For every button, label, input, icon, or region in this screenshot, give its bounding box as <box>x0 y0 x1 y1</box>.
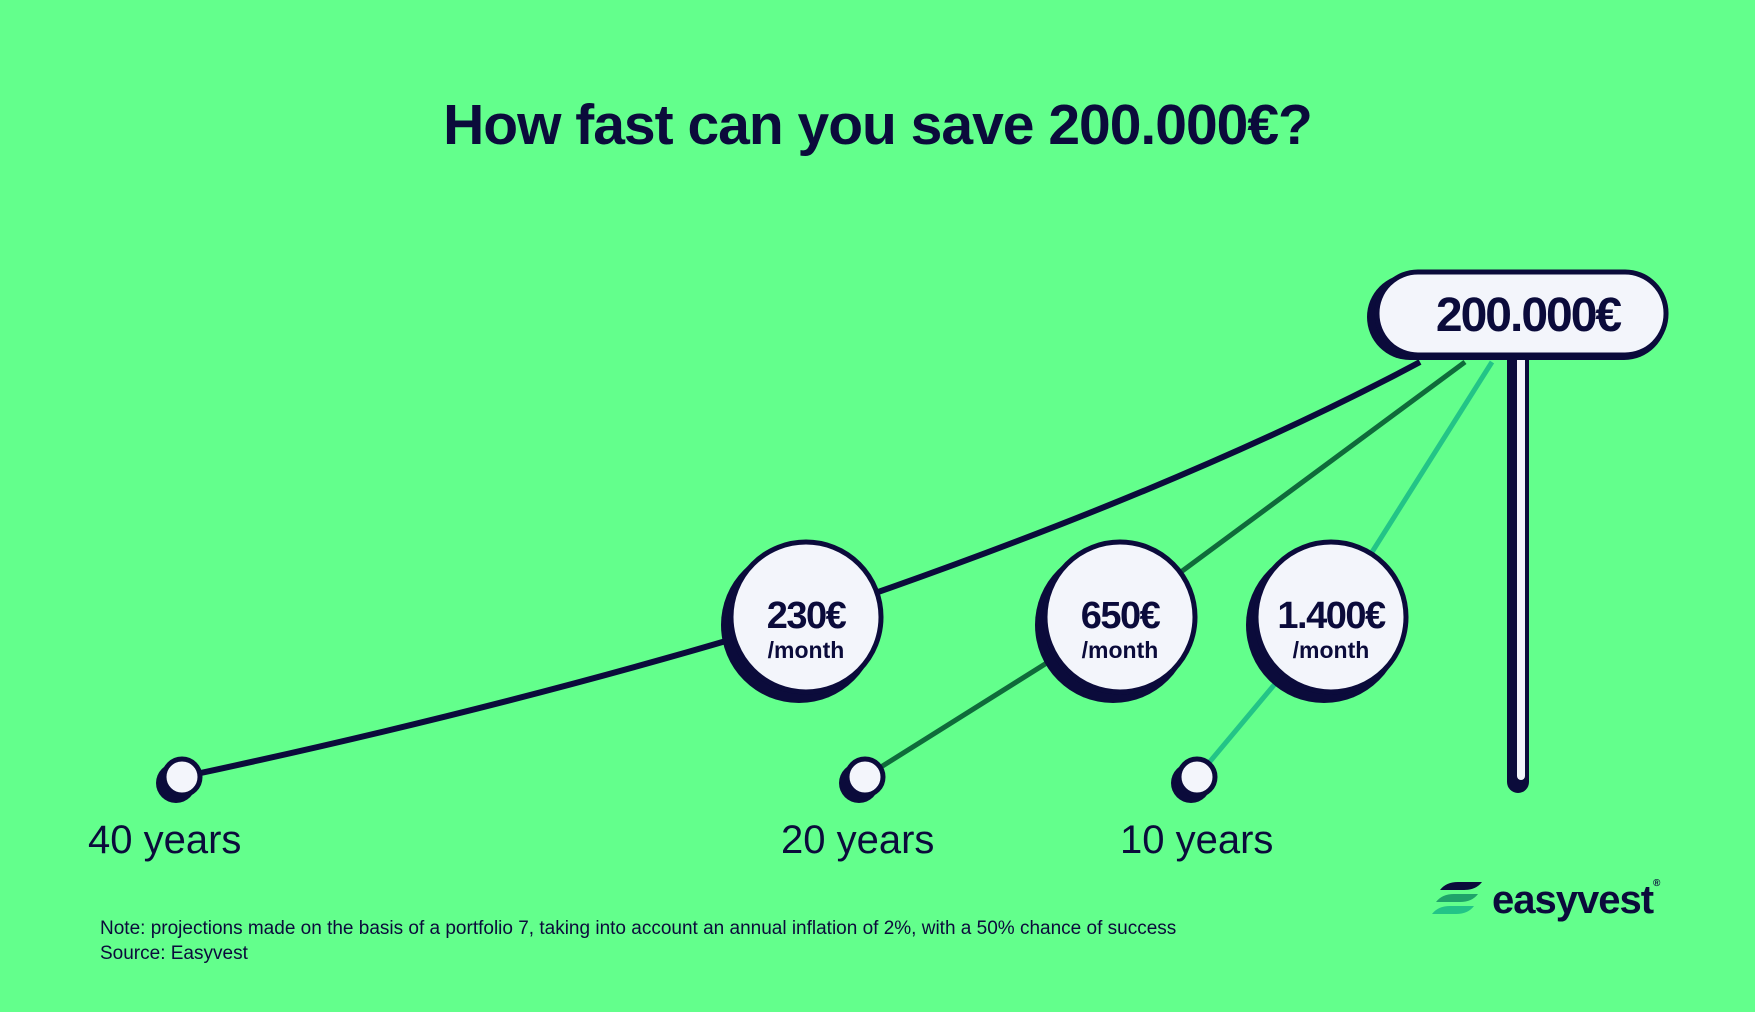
bubble-amount-10-years: 1.400€ <box>1277 595 1386 637</box>
easyvest-logo-icon <box>1432 882 1482 914</box>
logo-text: easyvest <box>1492 878 1654 922</box>
x-label-40-years: 40 years <box>88 818 242 862</box>
start-point-40-years <box>161 756 203 798</box>
bubble-amount-20-years: 650€ <box>1081 595 1161 637</box>
target-label-pill <box>1374 269 1669 358</box>
footnote: Note: projections made on the basis of a… <box>100 916 1176 966</box>
bubble-10-years <box>1253 539 1409 695</box>
bubble-20-years <box>1042 539 1198 695</box>
easyvest-logo: easyvest® <box>1430 878 1660 924</box>
bubble-40-years <box>728 539 884 695</box>
registered-mark: ® <box>1653 878 1660 889</box>
bubble-unit-20-years: /month <box>1082 637 1159 663</box>
logo-wordmark: easyvest® <box>1492 878 1660 923</box>
source-text: Source: Easyvest <box>100 943 248 964</box>
x-label-20-years: 20 years <box>781 818 935 862</box>
x-label-10-years: 10 years <box>1120 818 1274 862</box>
note-text: Note: projections made on the basis of a… <box>100 918 1177 939</box>
start-point-10-years <box>1176 756 1218 798</box>
bubble-amount-40-years: 230€ <box>767 595 847 637</box>
target-label-text: 200.000€ <box>1436 289 1622 342</box>
bubble-unit-10-years: /month <box>1293 637 1370 663</box>
bubble-unit-40-years: /month <box>768 637 845 663</box>
start-point-20-years <box>844 756 886 798</box>
page-title: How fast can you save 200.000€? <box>443 93 1313 157</box>
